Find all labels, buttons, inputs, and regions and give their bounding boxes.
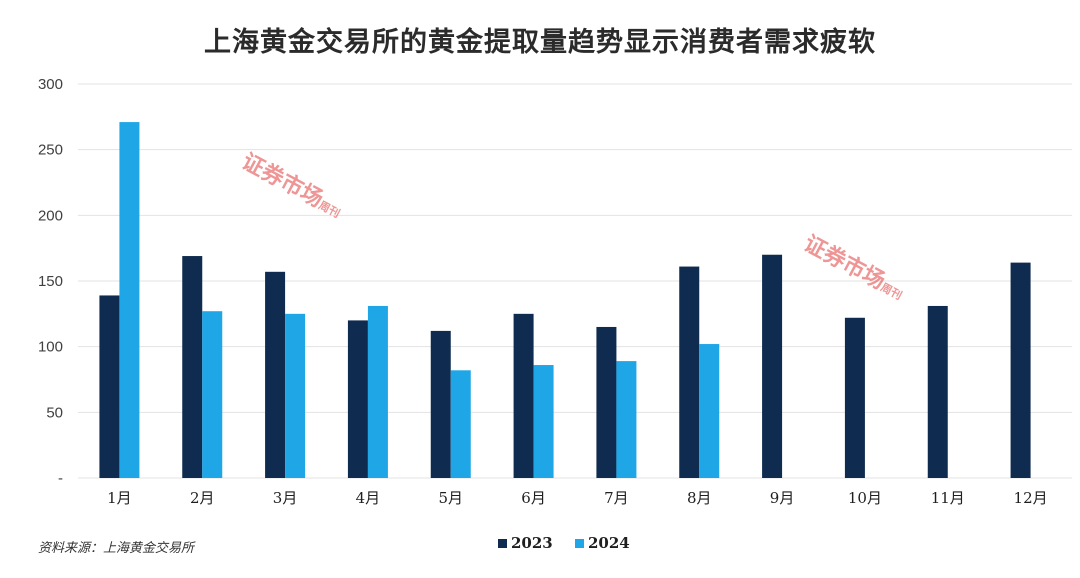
x-tick-label: 8月 (687, 489, 712, 507)
y-tick-label: - (58, 470, 63, 487)
x-tick-label: 9月 (770, 489, 795, 507)
bar-2023-3 (265, 271, 286, 478)
bar-2024-3 (285, 313, 306, 478)
legend-label-2024: 2024 (588, 534, 630, 552)
bar-2024-5 (450, 370, 471, 478)
legend: 2023 2024 (498, 534, 630, 552)
bar-2023-11 (927, 305, 948, 478)
x-tick-label: 12月 (1014, 489, 1048, 507)
x-tick-label: 2月 (190, 489, 215, 507)
x-tick-label: 7月 (604, 489, 629, 507)
y-tick-label: 300 (38, 76, 63, 93)
bar-2023-6 (513, 313, 534, 478)
bar-2023-1 (99, 295, 120, 478)
source-note: 资料来源：上海黄金交易所 (38, 541, 195, 556)
x-tick-label: 1月 (107, 489, 132, 507)
x-axis: 1月 2月 3月 4月 5月 6月 7月 8月 9月 10月 11月 12月 (107, 489, 1047, 507)
bar-2023-2 (182, 256, 203, 478)
bar-2024-2 (202, 311, 223, 478)
y-tick-label: 250 (38, 142, 63, 159)
bars (99, 122, 1031, 478)
x-tick-label: 6月 (521, 489, 546, 507)
legend-swatch-2023 (498, 539, 507, 548)
bar-2023-8 (679, 266, 700, 478)
bar-2024-1 (119, 122, 140, 478)
x-tick-label: 11月 (931, 489, 965, 507)
bar-2024-6 (533, 365, 554, 478)
bar-2023-12 (1010, 262, 1031, 478)
y-tick-label: 50 (46, 404, 63, 421)
bar-2023-10 (844, 317, 865, 478)
y-tick-label: 150 (38, 273, 63, 290)
legend-swatch-2024 (575, 539, 584, 548)
y-tick-label: 200 (38, 207, 63, 224)
y-axis: - 50 100 150 200 250 300 (38, 76, 63, 487)
x-tick-label: 5月 (438, 489, 463, 507)
x-tick-label: 4月 (356, 489, 381, 507)
legend-label-2023: 2023 (511, 534, 553, 552)
gridlines (78, 83, 1072, 479)
y-tick-label: 100 (38, 339, 63, 356)
bar-2023-5 (430, 330, 451, 478)
x-tick-label: 10月 (848, 489, 882, 507)
bar-2024-7 (616, 361, 637, 478)
bar-2024-4 (367, 305, 388, 478)
bar-2024-8 (699, 344, 720, 478)
bar-2023-4 (347, 320, 368, 478)
bar-2023-9 (762, 254, 783, 478)
x-tick-label: 3月 (273, 489, 298, 507)
bar-2023-7 (596, 326, 617, 478)
chart-title: 上海黄金交易所的黄金提取量趋势显示消费者需求疲软 (204, 27, 876, 58)
